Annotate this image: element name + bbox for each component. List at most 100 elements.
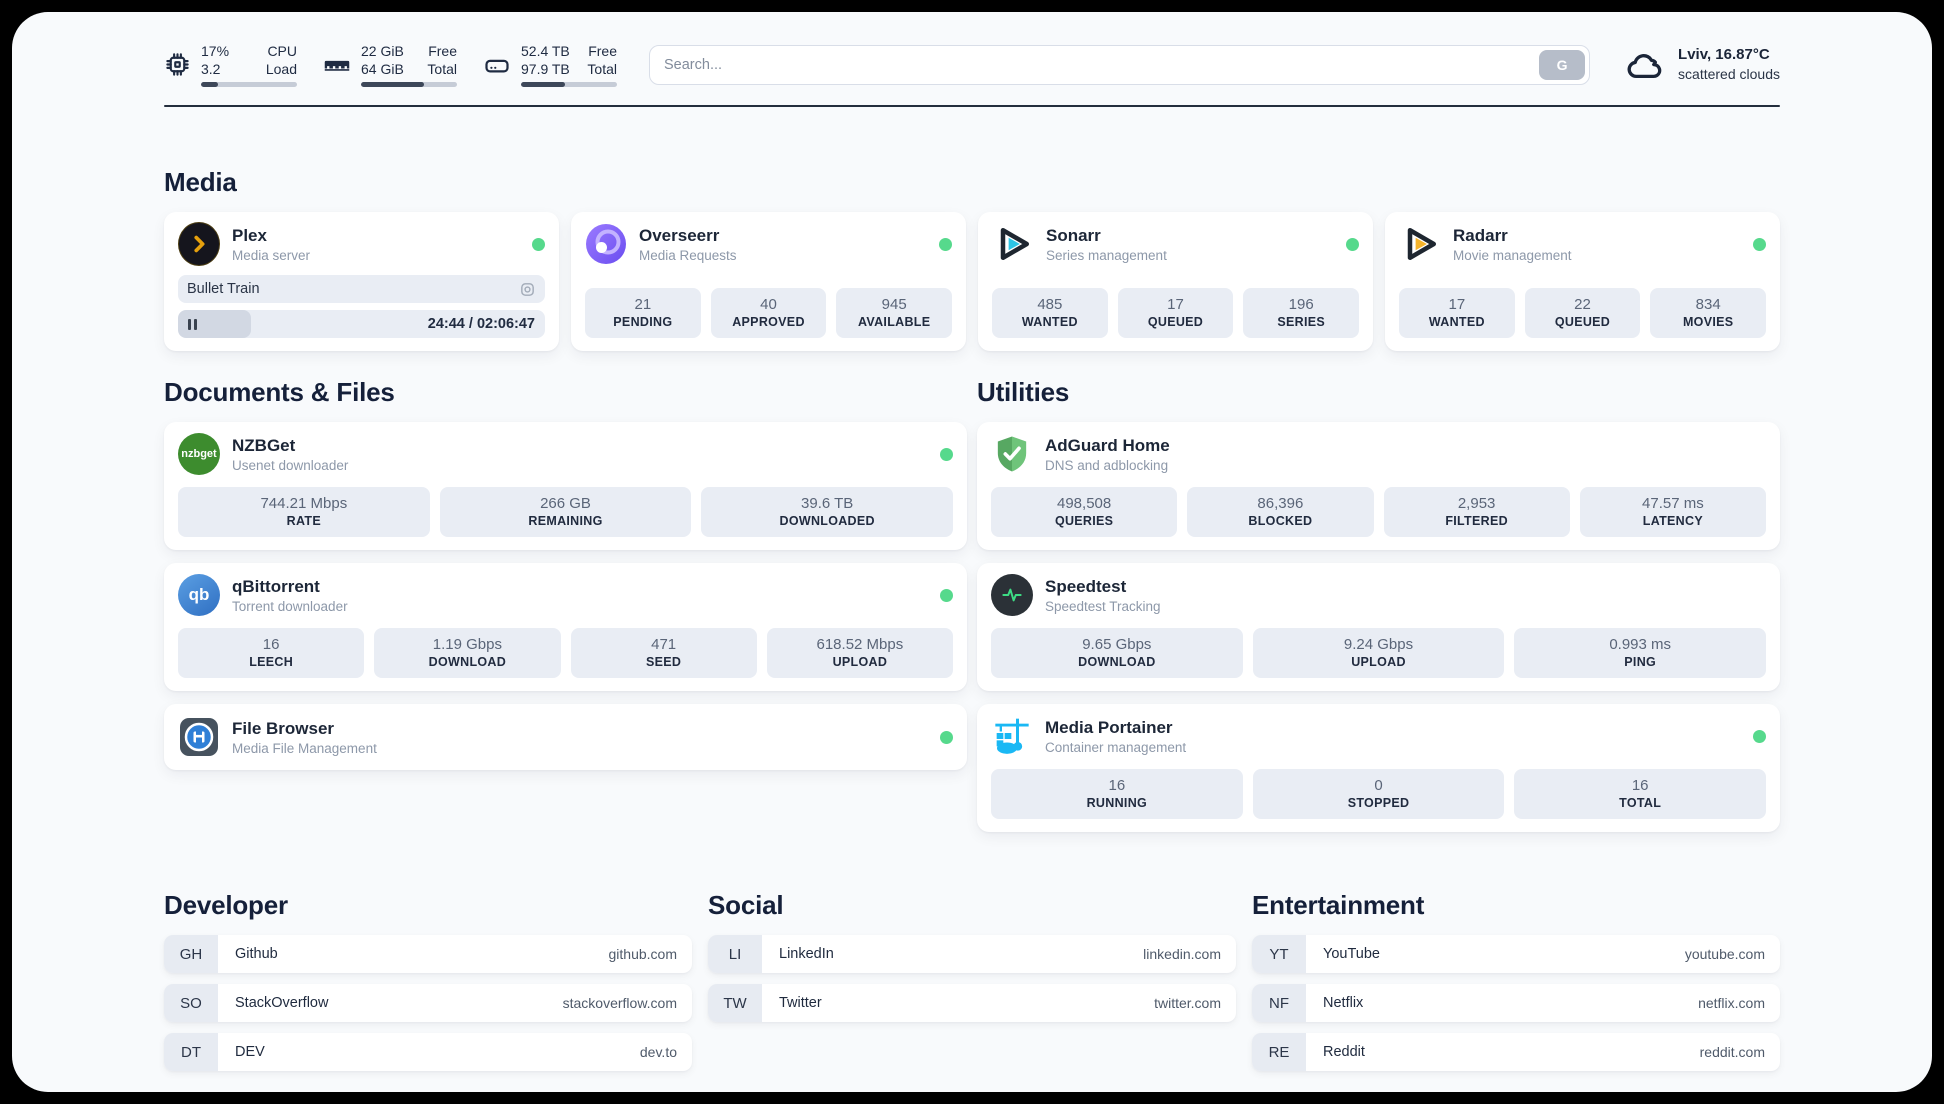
weather-location-temp: Lviv, 16.87°C xyxy=(1678,46,1770,64)
overseerr-icon xyxy=(585,223,627,265)
link-name: LinkedIn xyxy=(779,946,834,963)
link-url: youtube.com xyxy=(1684,946,1765,963)
app-name: File Browser xyxy=(232,718,335,738)
stat-downloaded: 39.6 TB DOWNLOADED xyxy=(701,487,954,538)
system-stats: 17% 3.2 CPU Load xyxy=(164,42,617,88)
section-developer: Developer GH Github github.com SO StackO… xyxy=(164,890,692,1082)
app-card-adguard[interactable]: AdGuard Home DNS and adblocking 498,508 Q… xyxy=(977,422,1780,551)
link-name: StackOverflow xyxy=(235,995,329,1012)
stat-filtered: 2,953 FILTERED xyxy=(1383,487,1570,538)
search-input[interactable] xyxy=(649,44,1591,85)
stat-queries: 498,508 QUERIES xyxy=(991,487,1178,538)
stat-available: 945 AVAILABLE xyxy=(836,288,953,339)
search-engine-button[interactable]: G xyxy=(1539,49,1586,80)
stat-wanted: 17 WANTED xyxy=(1399,288,1515,339)
developer-section-title: Developer xyxy=(164,890,288,921)
stat-upload: 618.52 Mbps UPLOAD xyxy=(766,628,953,679)
plex-progress-row[interactable]: 24:44 / 02:06:47 xyxy=(178,310,545,339)
storage-stat: 52.4 TB 97.9 TB Free Total xyxy=(483,42,617,88)
stat-stopped: 0 STOPPED xyxy=(1252,769,1505,820)
link-dev[interactable]: DT DEV dev.to xyxy=(164,1033,692,1072)
storage-icon xyxy=(483,51,511,79)
memory-progress-bar xyxy=(361,82,457,88)
app-subtitle: Series management xyxy=(1046,248,1167,264)
top-bar: 17% 3.2 CPU Load xyxy=(164,42,1780,88)
app-subtitle: Speedtest Tracking xyxy=(1045,599,1161,615)
app-name: Sonarr xyxy=(1046,225,1101,245)
section-social: Social LI LinkedIn linkedin.com TW Twitt… xyxy=(708,890,1236,1082)
section-utilities: Utilities AdGuard Home xyxy=(977,377,1780,833)
app-card-sonarr[interactable]: Sonarr Series management 485 WANTED 17 QUE… xyxy=(978,212,1373,352)
app-card-filebrowser[interactable]: File Browser Media File Management xyxy=(164,704,967,771)
app-name: qBittorrent xyxy=(232,576,320,596)
app-card-radarr[interactable]: Radarr Movie management 17 WANTED 22 QUEUE… xyxy=(1385,212,1780,352)
link-twitter[interactable]: TW Twitter twitter.com xyxy=(708,984,1236,1023)
stat-movies: 834 MOVIES xyxy=(1650,288,1767,339)
storage-values: 52.4 TB 97.9 TB xyxy=(521,43,570,78)
app-card-qbittorrent[interactable]: qb qBittorrent Torrent downloader 16 LEEC… xyxy=(164,563,967,692)
progress-played xyxy=(178,310,252,339)
link-github[interactable]: GH Github github.com xyxy=(164,935,692,974)
link-stackoverflow[interactable]: SO StackOverflow stackoverflow.com xyxy=(164,984,692,1023)
link-abbr: SO xyxy=(164,984,218,1023)
section-entertainment: Entertainment YT YouTube youtube.com NF … xyxy=(1252,890,1780,1082)
app-card-speedtest[interactable]: Speedtest Speedtest Tracking 9.65 Gbps DO… xyxy=(977,563,1780,692)
utilities-section-title: Utilities xyxy=(977,377,1070,408)
portainer-icon xyxy=(991,715,1033,757)
stat-series: 196 SERIES xyxy=(1243,288,1360,339)
stat-pending: 21 PENDING xyxy=(585,288,701,339)
storage-progress-bar xyxy=(521,82,617,88)
app-name: AdGuard Home xyxy=(1045,435,1170,455)
link-linkedin[interactable]: LI LinkedIn linkedin.com xyxy=(708,935,1236,974)
social-section-title: Social xyxy=(708,890,784,921)
link-url: twitter.com xyxy=(1154,995,1221,1012)
link-url: linkedin.com xyxy=(1143,946,1221,963)
link-abbr: TW xyxy=(708,984,762,1023)
app-subtitle: Usenet downloader xyxy=(232,458,349,474)
dashboard-panel: 17% 3.2 CPU Load xyxy=(12,12,1932,1092)
app-card-nzbget[interactable]: nzbget NZBGet Usenet downloader 744.21 M… xyxy=(164,422,967,551)
link-name: Twitter xyxy=(779,995,822,1012)
pause-icon[interactable] xyxy=(188,318,197,330)
stat-total: 16 TOTAL xyxy=(1514,769,1767,820)
app-subtitle: Media File Management xyxy=(232,741,377,757)
app-subtitle: Media Requests xyxy=(639,248,737,264)
link-netflix[interactable]: NF Netflix netflix.com xyxy=(1252,984,1780,1023)
status-dot xyxy=(532,237,545,251)
section-media: Media Plex Media server xyxy=(164,167,1780,352)
radarr-icon xyxy=(1399,223,1441,265)
weather-condition: scattered clouds xyxy=(1678,66,1780,83)
stat-seed: 471 SEED xyxy=(570,628,757,679)
adguard-icon xyxy=(991,433,1033,475)
app-card-overseerr[interactable]: Overseerr Media Requests 21 PENDING 40 APP… xyxy=(571,212,966,352)
app-name: NZBGet xyxy=(232,435,296,455)
app-subtitle: Torrent downloader xyxy=(232,599,348,615)
link-abbr: RE xyxy=(1252,1033,1306,1072)
plex-now-playing-row[interactable]: Bullet Train xyxy=(178,275,545,304)
memory-labels: Free Total xyxy=(427,43,457,78)
link-abbr: GH xyxy=(164,935,218,974)
link-url: github.com xyxy=(608,946,677,963)
stat-latency: 47.57 ms LATENCY xyxy=(1579,487,1766,538)
stat-queued: 22 QUEUED xyxy=(1524,288,1641,339)
stat-running: 16 RUNNING xyxy=(991,769,1243,820)
cpu-labels: CPU Load xyxy=(265,43,297,78)
cpu-values: 17% 3.2 xyxy=(201,43,230,78)
app-card-portainer[interactable]: Media Portainer Container management 16 R… xyxy=(977,704,1780,833)
link-name: Reddit xyxy=(1323,1044,1365,1061)
sonarr-icon xyxy=(992,223,1034,265)
stat-queued: 17 QUEUED xyxy=(1117,288,1234,339)
stat-download: 1.19 Gbps DOWNLOAD xyxy=(374,628,561,679)
link-reddit[interactable]: RE Reddit reddit.com xyxy=(1252,1033,1780,1072)
cpu-icon xyxy=(164,51,191,78)
speedtest-icon xyxy=(991,574,1033,617)
app-subtitle: DNS and adblocking xyxy=(1045,458,1169,474)
stat-leech: 16 LEECH xyxy=(178,628,365,679)
stat-approved: 40 APPROVED xyxy=(710,288,827,339)
storage-labels: Free Total xyxy=(587,43,617,78)
stat-ping: 0.993 ms PING xyxy=(1514,628,1767,679)
app-name: Overseerr xyxy=(639,225,720,245)
app-card-plex[interactable]: Plex Media server Bullet Train xyxy=(164,212,559,352)
link-abbr: YT xyxy=(1252,935,1306,974)
link-youtube[interactable]: YT YouTube youtube.com xyxy=(1252,935,1780,974)
